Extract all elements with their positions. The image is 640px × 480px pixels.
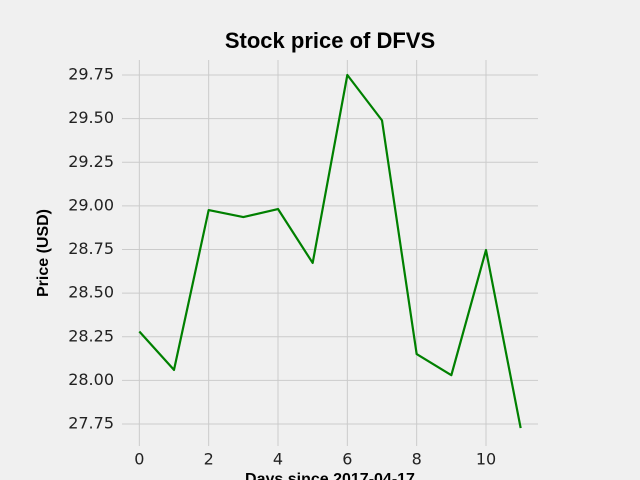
y-tick-label: 28.75 <box>68 239 114 258</box>
x-tick-label: 2 <box>204 450 214 469</box>
x-axis-label: Days since 2017-04-17 <box>245 471 415 480</box>
y-tick-label: 28.00 <box>68 370 114 389</box>
x-tick-label: 8 <box>412 450 422 469</box>
y-tick-label: 28.50 <box>68 283 114 302</box>
y-axis-label: Price (USD) <box>35 209 52 297</box>
x-tick-label: 10 <box>476 450 496 469</box>
price-line <box>138 73 522 429</box>
y-tick-label: 28.25 <box>68 326 114 345</box>
y-tick-label: 29.25 <box>68 152 114 171</box>
x-tick-label: 4 <box>273 450 283 469</box>
y-tick-label: 29.75 <box>68 65 114 84</box>
y-tick-label: 29.50 <box>68 108 114 127</box>
chart-title: Stock price of DFVS <box>225 28 435 53</box>
y-tick-label: 27.75 <box>68 414 114 433</box>
x-tick-label: 6 <box>342 450 352 469</box>
x-tick-label: 0 <box>134 450 144 469</box>
y-tick-label: 29.00 <box>68 195 114 214</box>
